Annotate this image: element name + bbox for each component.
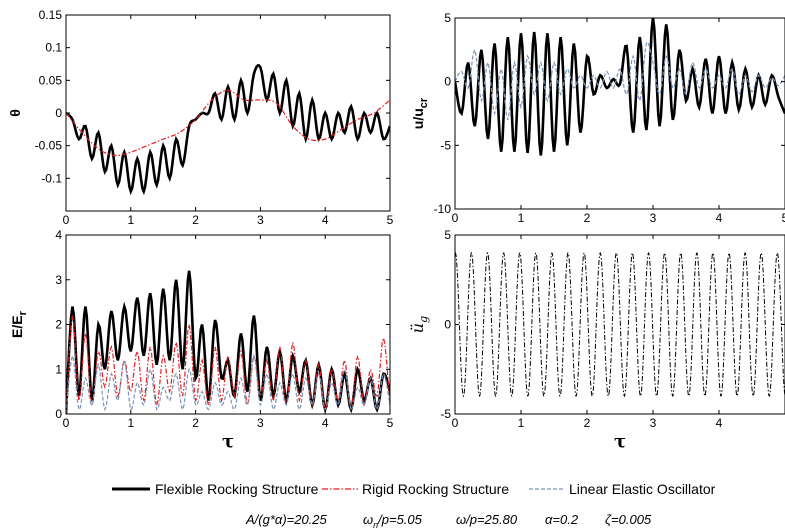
ytick-label-disp: -5 (440, 138, 451, 152)
panel-theta: -0.1 -0.05 0 0.05 0.1 0.15 0 1 2 3 4 5 θ (7, 8, 394, 227)
xtick-label-ground: 3 (650, 416, 657, 430)
param-alpha: α=0.2 (545, 512, 579, 527)
ytick-label-theta: -0.05 (35, 139, 63, 153)
ytick-label-energy: 3 (55, 273, 62, 287)
xtick-label-energy: 1 (127, 416, 134, 430)
series-line-disp-linear (455, 41, 785, 121)
xtick-label-theta: 3 (257, 213, 264, 227)
ytick-label-energy: 2 (55, 318, 62, 332)
xtick-label-disp: 0 (452, 211, 459, 225)
series-line-energy-linear (66, 353, 390, 414)
xtick-label-theta: 5 (387, 213, 394, 227)
panel-energy: 0 1 2 3 4 0 1 2 3 4 5 E/Er τ (9, 228, 394, 452)
legend-label-flexible: Flexible Rocking Structure (155, 481, 319, 497)
series-line-disp-flexible (455, 18, 785, 156)
xtick-label-energy: 3 (257, 416, 264, 430)
ylabel-ground: üg (408, 316, 430, 333)
xtick-label-disp: 2 (584, 211, 591, 225)
axes-frame-theta (65, 14, 391, 212)
legend: Flexible Rocking Structure Rigid Rocking… (112, 481, 716, 497)
ytick-label-disp: 0 (444, 75, 451, 89)
ytick-label-theta: 0.1 (45, 41, 62, 55)
xtick-label-energy: 0 (63, 416, 70, 430)
ytick-label-disp: -10 (434, 202, 452, 216)
ylabel-theta: θ (7, 109, 23, 117)
xtick-label-theta: 1 (127, 213, 134, 227)
xtick-label-energy: 4 (322, 416, 329, 430)
xtick-label-ground: 1 (518, 416, 525, 430)
ytick-label-ground: -5 (440, 407, 451, 421)
xtick-label-energy: 5 (387, 416, 394, 430)
param-omega: ω/p=25.80 (456, 512, 518, 527)
axes-frame-disp (454, 17, 785, 210)
param-omega-n: ωn/p=5.05 (363, 512, 423, 530)
ylabel-disp: u/ucr (410, 97, 430, 129)
xtick-label-disp: 1 (518, 211, 525, 225)
series-line-energy-flexible (66, 270, 390, 414)
xtick-label-disp: 3 (650, 211, 657, 225)
parameters-line: A/(g*α)=20.25 ωn/p=5.05 ω/p=25.80 α=0.2 … (245, 512, 652, 530)
xtick-label-ground: 0 (452, 416, 459, 430)
ytick-label-theta: 0.05 (39, 73, 63, 87)
ytick-label-theta: 0.15 (39, 8, 63, 22)
series-line-theta-rigid (66, 89, 390, 157)
ytick-label-theta: -0.1 (41, 171, 62, 185)
xtick-label-ground: 2 (584, 416, 591, 430)
xlabel-energy: τ (222, 431, 234, 452)
ytick-label-disp: 5 (444, 11, 451, 25)
xtick-label-theta: 4 (322, 213, 329, 227)
ytick-label-ground: 0 (444, 318, 451, 332)
series-line-ground-ground (455, 251, 785, 398)
ytick-label-ground: 5 (444, 228, 451, 242)
panel-disp: -10 -5 0 5 0 1 2 3 4 5 u/ucr (410, 11, 785, 225)
ytick-label-energy: 0 (55, 407, 62, 421)
series-line-theta-flexible (66, 64, 390, 196)
xlabel-ground: τ (614, 431, 626, 452)
ytick-label-energy: 1 (55, 362, 62, 376)
xtick-label-ground: 4 (716, 416, 723, 430)
xtick-label-disp: 4 (716, 211, 723, 225)
legend-label-rigid: Rigid Rocking Structure (362, 481, 509, 497)
xtick-label-energy: 2 (192, 416, 199, 430)
param-amplitude: A/(g*α)=20.25 (245, 512, 328, 527)
ylabel-energy: E/Er (9, 310, 29, 338)
ytick-label-theta: 0 (55, 106, 62, 120)
xtick-label-disp: 5 (782, 211, 785, 225)
ytick-label-energy: 4 (55, 228, 62, 242)
legend-label-linear: Linear Elastic Oscillator (569, 481, 716, 497)
xtick-label-theta: 2 (192, 213, 199, 227)
xtick-label-theta: 0 (63, 213, 70, 227)
param-zeta: ζ=0.005 (605, 512, 652, 527)
